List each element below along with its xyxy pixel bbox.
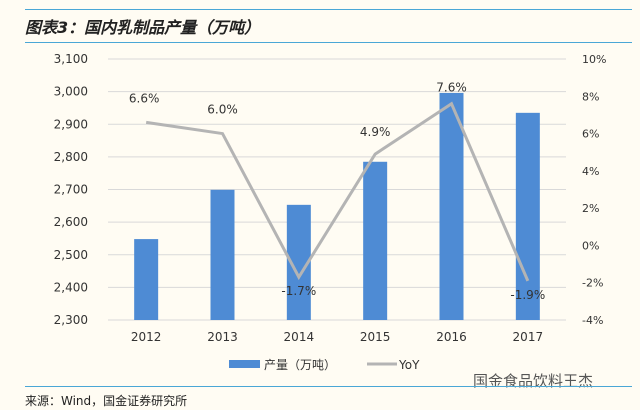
- yoy-data-label: 4.9%: [360, 125, 391, 139]
- legend-label-bar: 产量（万吨）: [264, 358, 336, 372]
- left-tick-label: 2,700: [54, 183, 88, 197]
- bar-2012: [134, 239, 159, 320]
- legend-swatch-bar: [229, 360, 260, 368]
- right-tick-label: 4%: [582, 165, 599, 178]
- chart-title: 图表3：国内乳制品产量（万吨）: [25, 18, 261, 37]
- right-tick-label: 8%: [582, 90, 599, 103]
- bottom-rule: [25, 386, 632, 387]
- left-tick-label: 2,800: [54, 150, 88, 164]
- left-tick-label: 3,000: [54, 85, 88, 99]
- bar-2016: [439, 92, 464, 321]
- left-tick-label: 2,500: [54, 248, 88, 262]
- right-tick-label: -2%: [582, 277, 603, 290]
- watermark: 国金食品饮料王杰: [473, 372, 594, 390]
- left-tick-label: 3,100: [54, 52, 88, 66]
- source-note: 来源：Wind，国金证券研究所: [25, 394, 188, 408]
- right-tick-label: 0%: [582, 239, 599, 252]
- title-rule: [25, 42, 632, 43]
- yoy-data-label: 6.0%: [207, 103, 238, 117]
- bar-2015: [363, 161, 388, 320]
- x-tick-label: 2014: [284, 330, 315, 344]
- right-tick-label: 2%: [582, 202, 599, 215]
- x-tick-label: 2017: [513, 330, 544, 344]
- x-tick-label: 2016: [436, 330, 467, 344]
- left-tick-label: 2,600: [54, 215, 88, 229]
- yoy-data-label: -1.7%: [281, 284, 316, 298]
- x-tick-label: 2013: [207, 330, 238, 344]
- bar-2017: [515, 112, 540, 320]
- bar-2013: [210, 189, 235, 320]
- legend-label-line: YoY: [398, 358, 420, 372]
- right-tick-label: 6%: [582, 128, 599, 141]
- left-tick-label: 2,300: [54, 313, 88, 327]
- left-tick-label: 2,400: [54, 280, 88, 294]
- right-tick-label: -4%: [582, 314, 603, 327]
- x-tick-label: 2015: [360, 330, 391, 344]
- right-tick-label: 10%: [582, 53, 606, 66]
- left-tick-label: 2,900: [54, 117, 88, 131]
- x-tick-label: 2012: [131, 330, 162, 344]
- yoy-data-label: -1.9%: [510, 288, 545, 302]
- yoy-line: [145, 101, 530, 282]
- top-rule: [25, 9, 632, 10]
- yoy-data-label: 7.6%: [436, 81, 467, 95]
- yoy-data-label: 6.6%: [129, 91, 160, 105]
